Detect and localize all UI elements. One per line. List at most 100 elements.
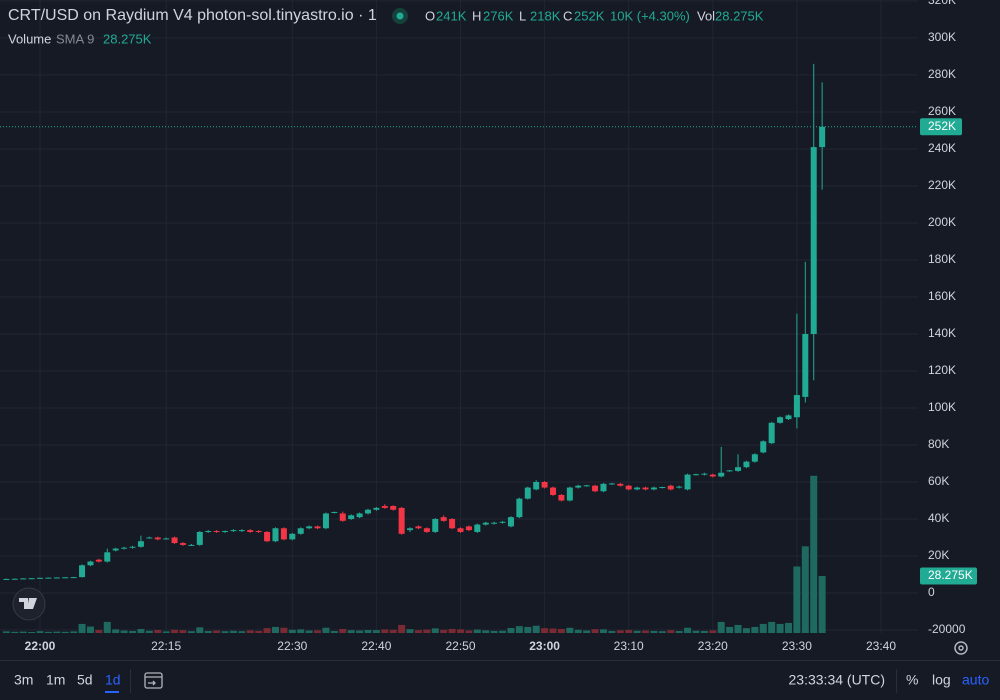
- x-tick-label: 23:40: [866, 639, 896, 653]
- volume-bar: [61, 631, 69, 633]
- date-range-icon[interactable]: [144, 672, 163, 689]
- candle-body: [735, 467, 742, 471]
- volume-bar: [675, 630, 683, 633]
- candle-body: [491, 522, 498, 524]
- volume-bar: [280, 627, 288, 633]
- volume-bar: [330, 630, 338, 633]
- candle-body: [440, 517, 447, 521]
- candle-body: [70, 577, 77, 579]
- volume-bar: [86, 626, 94, 633]
- candle-body: [608, 483, 615, 485]
- interval-button[interactable]: 1m: [46, 672, 65, 688]
- volume-bar: [162, 631, 170, 633]
- status-dot-core: [396, 12, 404, 20]
- candle-body: [112, 548, 119, 551]
- volume-bar: [692, 630, 700, 633]
- y-tick-label: 300K: [928, 30, 956, 44]
- tradingview-logo[interactable]: [12, 587, 46, 621]
- candle-body: [247, 530, 254, 532]
- candle-body: [457, 528, 464, 532]
- candle-body: [121, 547, 128, 549]
- candle-body: [566, 487, 573, 501]
- candle-body: [583, 485, 590, 487]
- candle-body: [709, 474, 716, 477]
- volume-bar: [524, 626, 532, 633]
- volume-bar: [473, 629, 481, 633]
- volume-bar: [709, 630, 717, 633]
- candle-body: [751, 454, 758, 462]
- interval-button[interactable]: 3m: [14, 672, 33, 688]
- volume-bar: [196, 627, 204, 633]
- calendar-arrow: [148, 680, 156, 686]
- volume-bar: [591, 629, 599, 633]
- volume-bar: [557, 628, 565, 633]
- legend-value: 241K: [436, 8, 467, 23]
- volume-bar: [759, 623, 767, 633]
- volume-bar: [322, 627, 330, 633]
- volume-bar: [700, 630, 708, 633]
- axes: 320K 300K 280K 260K 240K 220K 200K 180K 160K 140K…: [25, 0, 977, 653]
- volume-bar: [566, 627, 574, 633]
- candle-body: [11, 578, 18, 580]
- candle-body: [364, 509, 371, 514]
- volume-bar: [314, 630, 322, 633]
- y-tick-label: 140K: [928, 326, 956, 340]
- volume-bar: [347, 630, 355, 633]
- logo-glyph: [19, 598, 37, 609]
- volume-bar: [465, 630, 473, 633]
- volume-bar: [129, 630, 137, 633]
- volume-bar: [625, 629, 633, 633]
- candle-body: [575, 485, 582, 488]
- volume-bar: [406, 629, 414, 633]
- candle-body: [264, 531, 271, 542]
- volume-bar: [507, 627, 515, 633]
- volume-bar: [297, 629, 305, 633]
- x-tick-label: 23:20: [698, 639, 728, 653]
- candle-body: [28, 578, 35, 580]
- y-tick-label: 20K: [928, 548, 949, 562]
- y-tick-label: -20000: [928, 622, 966, 636]
- candle-body: [154, 537, 161, 540]
- volume-bar: [187, 631, 195, 633]
- x-tick-label: 23:00: [529, 639, 560, 653]
- candle-body: [692, 474, 699, 476]
- volume-bar: [70, 631, 78, 633]
- candle-body: [701, 473, 708, 475]
- legend-value: 276K: [483, 8, 514, 23]
- volume-label-box: [920, 567, 977, 585]
- candle-body: [179, 543, 186, 545]
- candle-body: [600, 483, 607, 492]
- x-tick-label: 22:40: [361, 639, 391, 653]
- volume-bar: [448, 628, 456, 633]
- y-tick-label: 220K: [928, 178, 956, 192]
- candle-body: [474, 524, 481, 532]
- scale-option[interactable]: log: [932, 672, 951, 688]
- y-tick-label: 320K: [928, 0, 956, 7]
- volume-bar: [112, 629, 120, 633]
- volume-bar: [616, 630, 624, 633]
- candle-body: [676, 486, 683, 488]
- scale-option[interactable]: auto: [962, 672, 989, 688]
- volume-bar: [574, 629, 582, 633]
- candle-body: [230, 530, 237, 532]
- volume-bar: [103, 621, 111, 633]
- gear-ring: [954, 641, 968, 655]
- volume-bar: [440, 629, 448, 633]
- interval-button[interactable]: 5d: [77, 672, 93, 688]
- candle-body: [104, 552, 111, 562]
- legend-key: L: [519, 8, 526, 23]
- scale-option[interactable]: %: [906, 672, 918, 688]
- legend-key: H: [472, 8, 481, 23]
- volume-bar: [2, 631, 10, 633]
- candle-body: [331, 511, 338, 513]
- volume-bar: [263, 628, 271, 633]
- volume-bar: [95, 629, 103, 633]
- interval-button[interactable]: 1d: [105, 672, 121, 688]
- candle-body: [785, 415, 792, 420]
- settings-icon[interactable]: [954, 641, 968, 655]
- volume-bar: [650, 630, 658, 633]
- candle-body: [634, 487, 641, 490]
- candle-body: [95, 559, 102, 562]
